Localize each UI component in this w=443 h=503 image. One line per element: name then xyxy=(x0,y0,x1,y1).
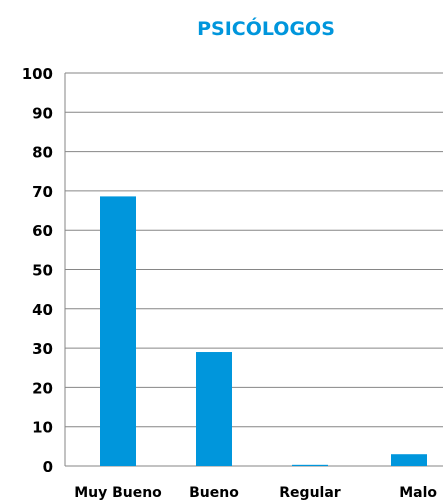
bar-bueno xyxy=(196,352,232,466)
y-tick-label-90: 90 xyxy=(32,104,53,122)
y-tick-label-60: 60 xyxy=(32,222,53,240)
y-tick-label-0: 0 xyxy=(43,458,53,476)
bars xyxy=(100,196,427,467)
y-tick-label-20: 20 xyxy=(32,379,53,397)
y-tick-label-50: 50 xyxy=(32,262,53,280)
x-label-muy-bueno: Muy Bueno xyxy=(74,485,162,501)
y-tick-label-100: 100 xyxy=(22,65,53,83)
y-tick-label-40: 40 xyxy=(32,301,53,319)
x-label-malo: Malo xyxy=(399,485,437,501)
bar-regular xyxy=(292,464,328,466)
bar-muy-bueno xyxy=(100,196,136,467)
y-tick-label-30: 30 xyxy=(32,340,53,358)
y-axis-ticks: 0 10 20 30 40 50 60 70 80 90 100 xyxy=(22,65,53,476)
y-tick-label-10: 10 xyxy=(32,419,53,437)
x-axis-labels: Muy Bueno Bueno Regular Malo xyxy=(74,485,437,501)
chart-title: PSICÓLOGOS xyxy=(197,16,335,40)
y-tick-label-70: 70 xyxy=(32,183,53,201)
x-label-regular: Regular xyxy=(279,485,341,501)
y-tick-label-80: 80 xyxy=(32,144,53,162)
bar-malo xyxy=(391,454,427,466)
x-label-bueno: Bueno xyxy=(189,485,239,501)
